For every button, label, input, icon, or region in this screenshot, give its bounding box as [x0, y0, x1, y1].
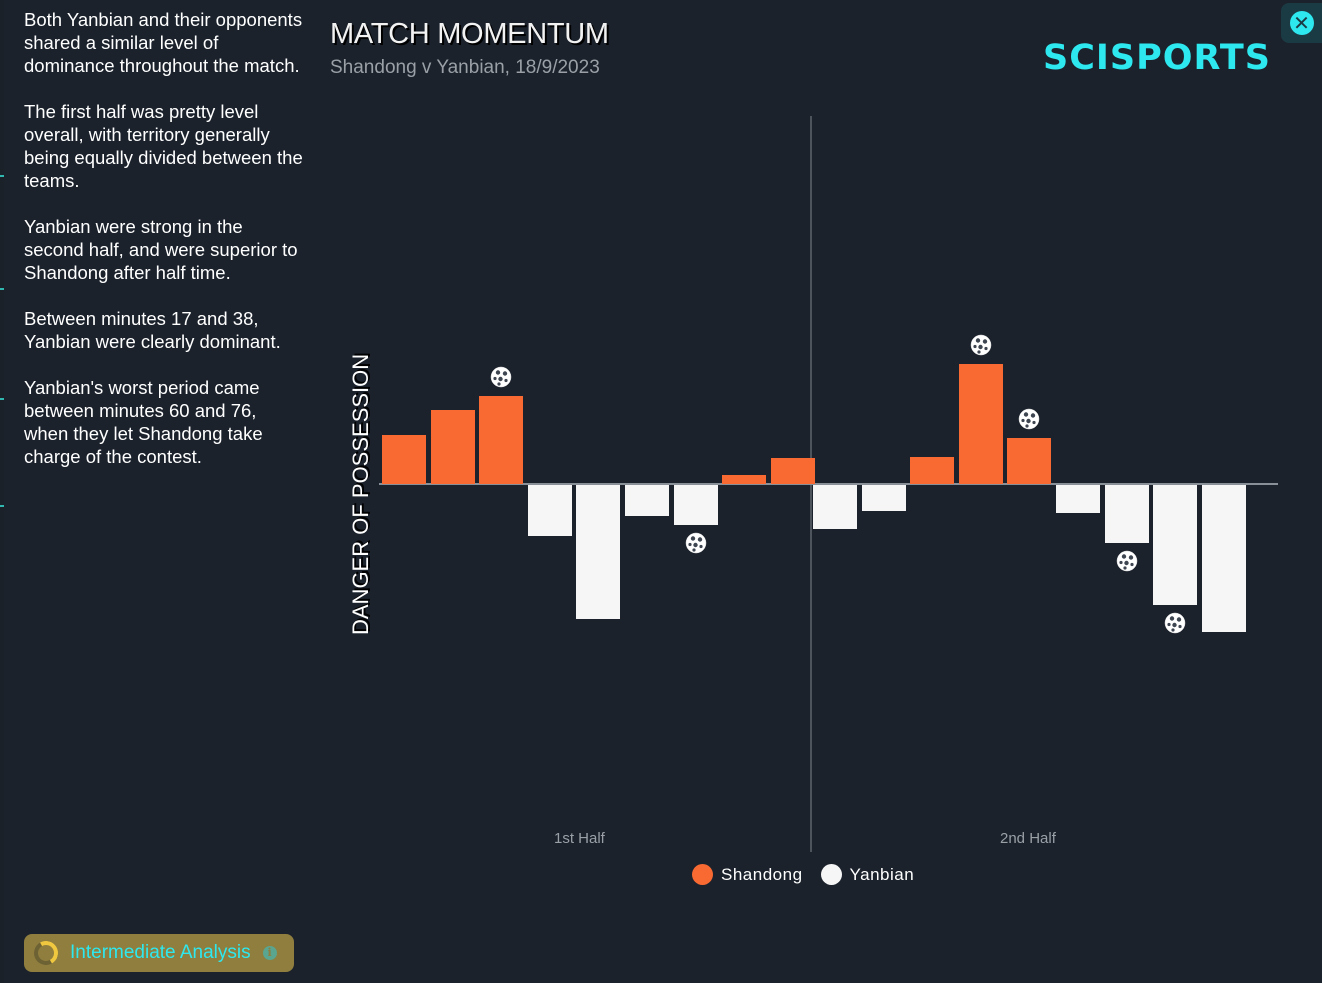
match-summary: Both Yanbian and their opponents shared …	[24, 8, 304, 491]
yanbian-bar	[674, 485, 718, 525]
second-half-label: 2nd Half	[1000, 830, 1056, 847]
legend-item-shandong: Shandong	[692, 864, 803, 885]
shandong-dot-icon	[692, 864, 713, 885]
yanbian-bar	[576, 485, 620, 619]
shandong-bar	[959, 364, 1003, 484]
yanbian-bar	[625, 485, 669, 516]
goal-ball-icon	[1164, 612, 1186, 634]
yanbian-bar	[528, 485, 572, 536]
edge-marker	[0, 505, 4, 507]
yanbian-bar	[813, 485, 857, 529]
yanbian-dot-icon	[820, 864, 842, 885]
analysis-level-label: Intermediate Analysis	[70, 942, 251, 963]
shandong-bar	[382, 435, 426, 484]
legend-item-yanbian: Yanbian	[820, 864, 915, 885]
scisports-logo: SCISPORTS	[1043, 38, 1271, 78]
match-subtitle: Shandong v Yanbian, 18/9/2023	[330, 57, 600, 78]
zero-line	[379, 483, 1278, 485]
goal-ball-icon	[970, 334, 992, 356]
analysis-level-badge[interactable]: Intermediate Analysis i	[24, 934, 294, 972]
summary-paragraph: Yanbian's worst period came between minu…	[24, 377, 263, 467]
page-title: MATCH MOMENTUM	[330, 18, 609, 50]
first-half-label: 1st Half	[554, 830, 605, 847]
yanbian-bar	[1056, 485, 1100, 513]
shandong-bar	[722, 475, 766, 484]
goal-ball-icon	[490, 366, 512, 388]
shandong-bar	[910, 457, 954, 484]
info-icon[interactable]: i	[262, 946, 277, 960]
summary-paragraph: The first half was pretty level overall,…	[24, 101, 303, 191]
summary-paragraph: Both Yanbian and their opponents shared …	[24, 9, 303, 76]
shandong-bar	[479, 396, 523, 484]
close-button[interactable]: ✕	[1281, 3, 1322, 43]
goal-ball-icon	[1018, 408, 1040, 430]
close-icon: ✕	[1289, 11, 1314, 35]
edge-marker	[0, 175, 4, 177]
edge-marker	[0, 288, 4, 290]
y-axis-label: DANGER OF POSSESSION	[348, 353, 373, 635]
summary-paragraph: Yanbian were strong in the second half, …	[24, 216, 298, 283]
legend-label: Shandong	[721, 864, 803, 884]
shandong-bar	[771, 458, 815, 484]
progress-ring-icon	[31, 938, 61, 968]
shandong-bar	[431, 410, 475, 484]
shandong-bar	[1007, 438, 1051, 484]
yanbian-bar	[862, 485, 906, 511]
left-edge-strip	[0, 0, 4, 983]
yanbian-bar	[1202, 485, 1246, 632]
summary-paragraph: Between minutes 17 and 38, Yanbian were …	[24, 308, 281, 352]
goal-ball-icon	[1116, 550, 1138, 572]
chart-legend: Shandong Yanbian	[692, 864, 924, 885]
edge-marker	[0, 398, 4, 400]
half-time-divider	[810, 116, 812, 852]
yanbian-bar	[1105, 485, 1149, 543]
goal-ball-icon	[685, 532, 707, 554]
yanbian-bar	[1153, 485, 1197, 605]
legend-label: Yanbian	[849, 864, 915, 884]
